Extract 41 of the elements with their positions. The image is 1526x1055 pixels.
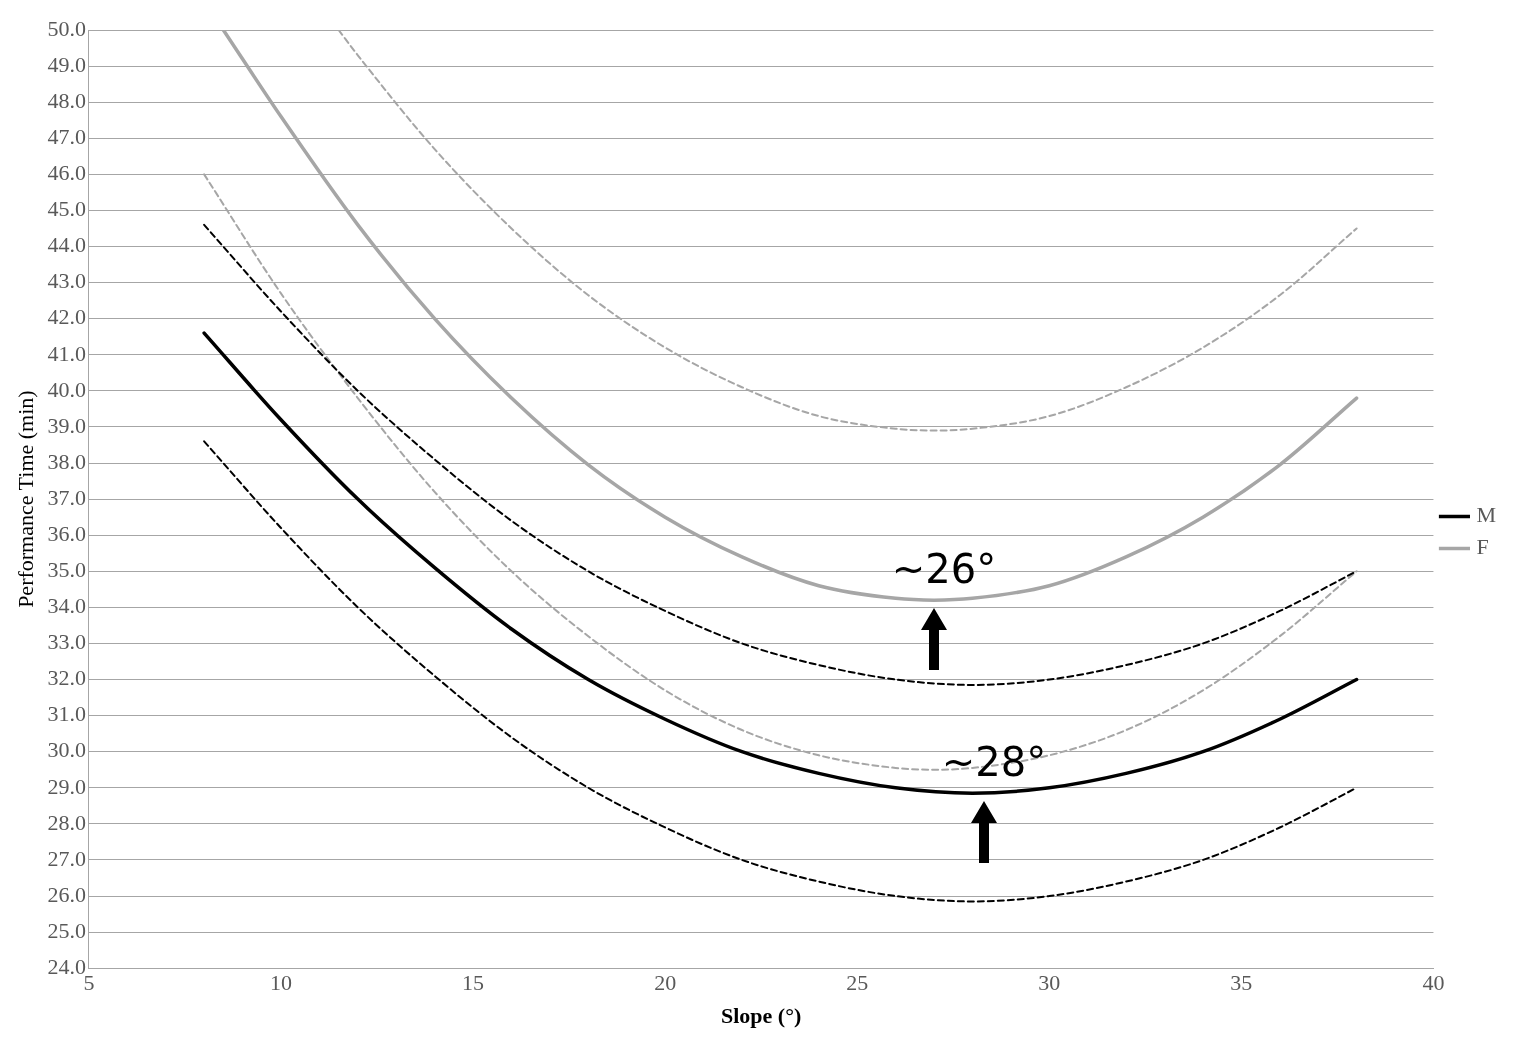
- y-tick-label: 47.0: [47, 124, 86, 150]
- y-tick-label: 32.0: [47, 665, 86, 691]
- x-axis-title: Slope (°): [721, 1003, 802, 1029]
- y-tick-label: 48.0: [47, 87, 86, 113]
- y-tick-label: 45.0: [47, 196, 86, 222]
- x-tick-label: 40: [1422, 970, 1445, 996]
- line-series: [202, 331, 1359, 795]
- y-tick-label: 50.0: [47, 15, 86, 41]
- y-tick-label: 30.0: [47, 737, 86, 763]
- x-tick-label: 25: [846, 970, 869, 996]
- x-tick-label: 35: [1230, 970, 1253, 996]
- legend-label: F: [1476, 534, 1489, 560]
- y-tick-label: 41.0: [47, 340, 86, 366]
- y-tick-label: 35.0: [47, 557, 86, 583]
- y-tick-label: 40.0: [47, 376, 86, 402]
- x-tick-label: 20: [654, 970, 677, 996]
- y-tick-label: 24.0: [47, 953, 86, 979]
- legend-label: M: [1476, 502, 1496, 528]
- y-tick-label: 43.0: [47, 268, 86, 294]
- y-tick-label: 25.0: [47, 917, 86, 943]
- y-tick-label: 42.0: [47, 304, 86, 330]
- y-axis-title: Performance Time (min): [12, 390, 38, 608]
- annotation: ~28°: [941, 738, 1047, 785]
- y-tick-label: 34.0: [47, 593, 86, 619]
- y-tick-label: 46.0: [47, 160, 86, 186]
- y-tick-label: 28.0: [47, 809, 86, 835]
- y-tick-label: 31.0: [47, 701, 86, 727]
- y-tick-label: 37.0: [47, 484, 86, 510]
- y-tick-label: 26.0: [47, 881, 86, 907]
- x-tick-label: 15: [462, 970, 485, 996]
- y-tick-label: 27.0: [47, 845, 86, 871]
- y-tick-label: 36.0: [47, 520, 86, 546]
- x-tick-label: 10: [269, 970, 292, 996]
- y-tick-label: 29.0: [47, 773, 86, 799]
- x-tick-label: 30: [1038, 970, 1061, 996]
- y-tick-label: 49.0: [47, 51, 86, 77]
- y-tick-label: 38.0: [47, 448, 86, 474]
- y-tick-label: 39.0: [47, 412, 86, 438]
- y-tick-label: 33.0: [47, 629, 86, 655]
- annotation: ~26°: [891, 545, 997, 592]
- y-tick-label: 44.0: [47, 232, 86, 258]
